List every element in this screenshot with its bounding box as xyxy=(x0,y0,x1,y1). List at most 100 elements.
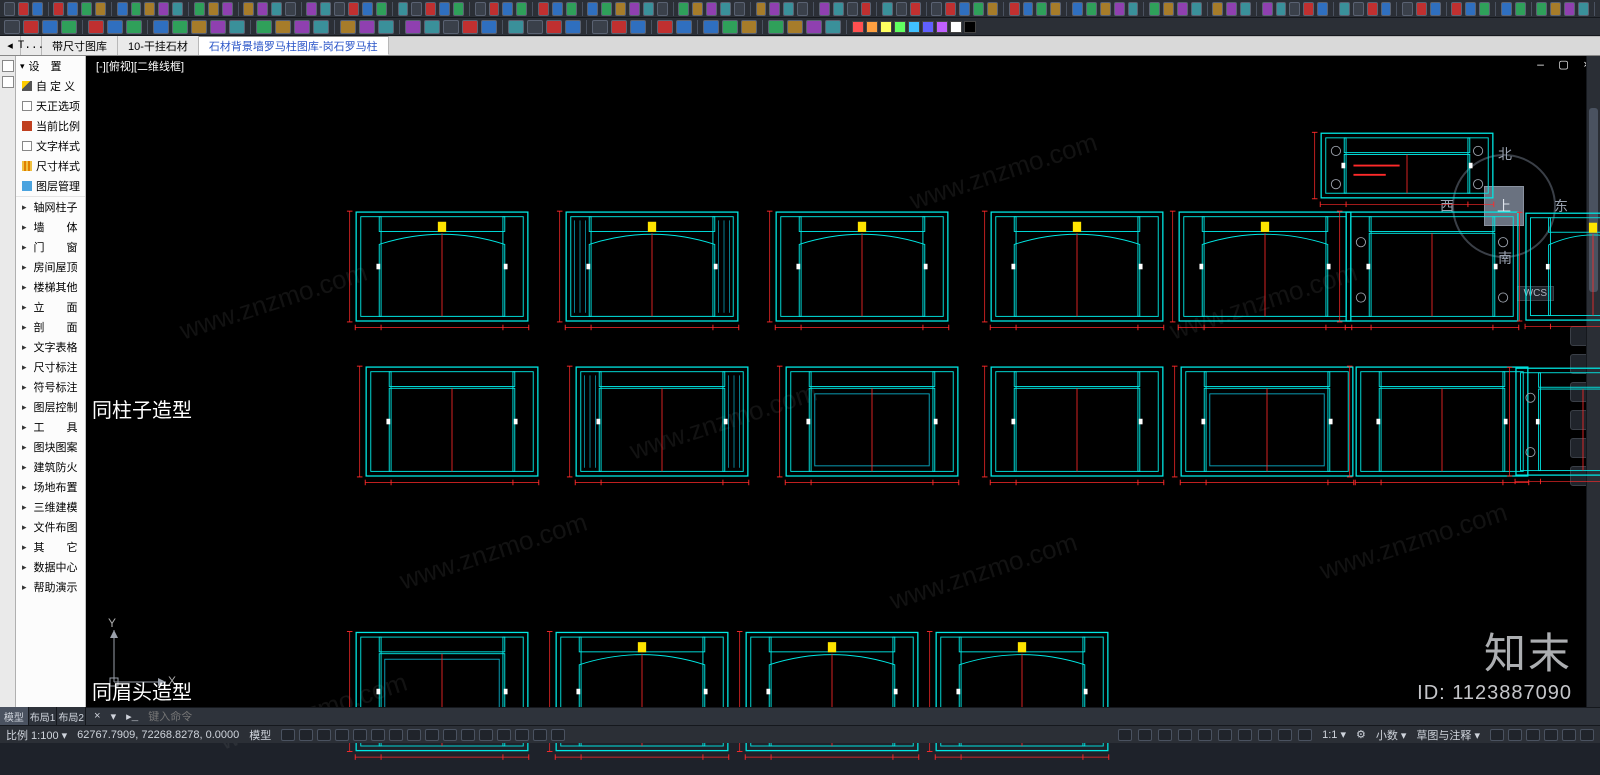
toolbar-button[interactable] xyxy=(1212,2,1223,16)
status-toggle[interactable] xyxy=(281,729,295,741)
side-menu-item[interactable]: 自 定 义 xyxy=(16,76,85,96)
toolbar-button[interactable] xyxy=(825,20,841,34)
toolbar-button[interactable] xyxy=(348,2,359,16)
toolbar-button[interactable] xyxy=(53,2,64,16)
side-menu-item[interactable]: 剖 面 xyxy=(16,317,85,337)
toolbar-button[interactable] xyxy=(861,2,872,16)
toolbar-button[interactable] xyxy=(424,20,440,34)
status-toggle[interactable] xyxy=(1580,729,1594,741)
toolbar-button[interactable] xyxy=(411,2,422,16)
toolbar-button[interactable] xyxy=(987,2,998,16)
color-swatch[interactable] xyxy=(922,21,934,33)
toolbar-button[interactable] xyxy=(516,2,527,16)
toolbar-button[interactable] xyxy=(601,2,612,16)
status-toggle[interactable] xyxy=(461,729,475,741)
toolbar-button[interactable] xyxy=(676,20,692,34)
toolbar-button[interactable] xyxy=(741,20,757,34)
toolbar-button[interactable] xyxy=(313,20,329,34)
command-input[interactable] xyxy=(148,711,408,723)
toolbar-button[interactable] xyxy=(1564,2,1575,16)
cmd-history-icon[interactable]: ▾ xyxy=(111,710,117,724)
side-menu-item[interactable]: 场地布置 xyxy=(16,477,85,497)
elevation-thumbnail[interactable] xyxy=(546,626,738,775)
toolbar-button[interactable] xyxy=(508,20,524,34)
toolbar-button[interactable] xyxy=(1177,2,1188,16)
color-swatch[interactable] xyxy=(950,21,962,33)
toolbar-button[interactable] xyxy=(194,2,205,16)
layout-tab[interactable]: 模型 xyxy=(0,707,29,725)
toolbar-button[interactable] xyxy=(320,2,331,16)
toolbar-button[interactable] xyxy=(527,20,543,34)
side-menu-item[interactable]: 三维建模 xyxy=(16,497,85,517)
status-toggle[interactable] xyxy=(1562,729,1576,741)
toolbar-button[interactable] xyxy=(882,2,893,16)
side-menu-item[interactable]: 当前比例 xyxy=(16,116,85,136)
toolbar-button[interactable] xyxy=(538,2,549,16)
status-toggle[interactable] xyxy=(533,729,547,741)
status-toggle[interactable] xyxy=(353,729,367,741)
toolbar-button[interactable] xyxy=(453,2,464,16)
toolbar-button[interactable] xyxy=(692,2,703,16)
toolbar-button[interactable] xyxy=(1163,2,1174,16)
status-toggle[interactable] xyxy=(1138,729,1152,741)
side-menu-item[interactable]: 楼梯其他 xyxy=(16,277,85,297)
status-toggle[interactable] xyxy=(443,729,457,741)
toolbar-button[interactable] xyxy=(334,2,345,16)
status-toggle[interactable] xyxy=(497,729,511,741)
toolbar-button[interactable] xyxy=(88,20,104,34)
toolbar-button[interactable] xyxy=(611,20,627,34)
toolbar-button[interactable] xyxy=(1128,2,1139,16)
toolbar-button[interactable] xyxy=(362,2,373,16)
status-toggle[interactable] xyxy=(551,729,565,741)
status-toggle[interactable] xyxy=(317,729,331,741)
toolbar-button[interactable] xyxy=(1289,2,1300,16)
side-menu-item[interactable]: 门 窗 xyxy=(16,237,85,257)
toolbar-button[interactable] xyxy=(587,2,598,16)
status-toggle[interactable] xyxy=(1258,729,1272,741)
toolbar-button[interactable] xyxy=(1536,2,1547,16)
toolbar-button[interactable] xyxy=(615,2,626,16)
elevation-thumbnail[interactable] xyxy=(566,361,758,500)
toolbar-button[interactable] xyxy=(243,2,254,16)
status-toggle[interactable] xyxy=(1490,729,1504,741)
side-menu-item[interactable]: 帮助演示 xyxy=(16,577,85,597)
elevation-thumbnail[interactable] xyxy=(926,626,1118,775)
status-toggle[interactable] xyxy=(371,729,385,741)
toolbar-button[interactable] xyxy=(275,20,291,34)
status-toggle[interactable] xyxy=(335,729,349,741)
toolbar-button[interactable] xyxy=(1009,2,1020,16)
toolbar-button[interactable] xyxy=(657,20,673,34)
elevation-thumbnail[interactable] xyxy=(556,206,748,345)
toolbar-button[interactable] xyxy=(592,20,608,34)
status-anno-scale[interactable]: 1:1 ▾ xyxy=(1322,728,1346,741)
toolbar-button[interactable] xyxy=(1023,2,1034,16)
status-toggle[interactable] xyxy=(1218,729,1232,741)
toolbar-button[interactable] xyxy=(1114,2,1125,16)
toolbar-button[interactable] xyxy=(32,2,43,16)
toolbar-button[interactable] xyxy=(294,20,310,34)
toolbar-button[interactable] xyxy=(439,2,450,16)
toolbar-button[interactable] xyxy=(1226,2,1237,16)
toolbar-button[interactable] xyxy=(734,2,745,16)
toolbar-button[interactable] xyxy=(1149,2,1160,16)
toolbar-button[interactable] xyxy=(95,2,106,16)
elevation-thumbnail[interactable] xyxy=(1336,206,1528,345)
status-toggle[interactable] xyxy=(1298,729,1312,741)
status-toggle[interactable] xyxy=(425,729,439,741)
side-menu-item[interactable]: 数据中心 xyxy=(16,557,85,577)
elevation-thumbnail[interactable] xyxy=(346,206,538,345)
toolbar-button[interactable] xyxy=(1465,2,1476,16)
toolbar-button[interactable] xyxy=(678,2,689,16)
toolbar-button[interactable] xyxy=(630,20,646,34)
toolbar-button[interactable] xyxy=(1416,2,1427,16)
status-mode[interactable]: 模型 xyxy=(249,727,271,743)
side-menu-item[interactable]: 天正选项 xyxy=(16,96,85,116)
toolbar-button[interactable] xyxy=(398,2,409,16)
toolbar-button[interactable] xyxy=(1262,2,1273,16)
toolbar-button[interactable] xyxy=(546,20,562,34)
toolbar-button[interactable] xyxy=(1479,2,1490,16)
color-swatch[interactable] xyxy=(964,21,976,33)
toolbar-button[interactable] xyxy=(552,2,563,16)
toolbar-button[interactable] xyxy=(42,20,58,34)
toolbar-button[interactable] xyxy=(340,20,356,34)
